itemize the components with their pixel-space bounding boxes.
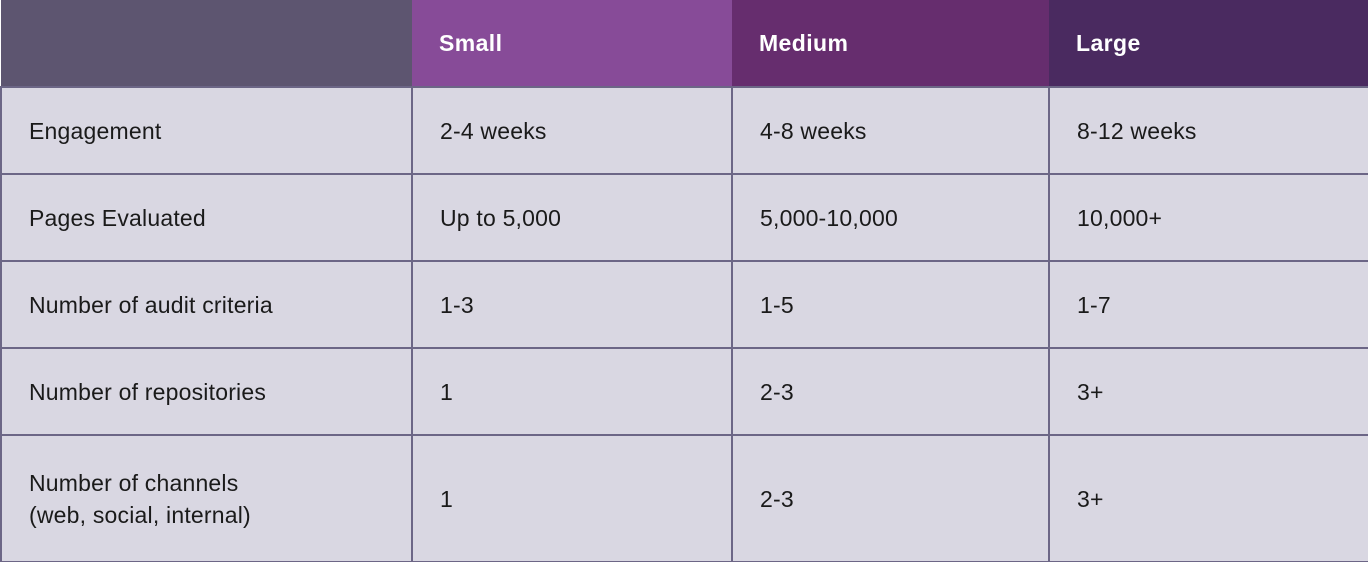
row-label-cell: Pages Evaluated	[0, 173, 413, 262]
table-row-channels: Number of channels (web, social, interna…	[0, 434, 1368, 562]
value-cell-small: 2-4 weeks	[411, 86, 733, 175]
value-cell-large: 1-7	[1048, 260, 1368, 349]
value-cell-medium: 2-3	[731, 434, 1050, 562]
value-cell-medium: 4-8 weeks	[731, 86, 1050, 175]
value-cell-medium: 2-3	[731, 347, 1050, 436]
row-label-cell: Number of audit criteria	[0, 260, 413, 349]
value-cell-large: 10,000+	[1048, 173, 1368, 262]
value-cell-medium: 1-5	[731, 260, 1050, 349]
row-label-cell: Number of channels (web, social, interna…	[0, 434, 413, 562]
table-body: Engagement 2-4 weeks 4-8 weeks 8-12 week…	[0, 86, 1368, 562]
header-cell-medium: Medium	[732, 0, 1049, 87]
table-header: Small Medium Large	[1, 0, 1368, 87]
value-cell-small: 1	[411, 347, 733, 436]
header-row: Small Medium Large	[1, 0, 1368, 87]
value-cell-medium: 5,000-10,000	[731, 173, 1050, 262]
value-cell-large: 3+	[1048, 347, 1368, 436]
value-cell-large: 8-12 weeks	[1048, 86, 1368, 175]
header-cell-empty	[1, 0, 412, 87]
value-cell-small: Up to 5,000	[411, 173, 733, 262]
value-cell-small: 1-3	[411, 260, 733, 349]
row-label-cell: Engagement	[0, 86, 413, 175]
header-cell-large: Large	[1049, 0, 1368, 87]
table-row-audit-criteria: Number of audit criteria 1-3 1-5 1-7	[0, 260, 1368, 349]
row-label-cell: Number of repositories	[0, 347, 413, 436]
header-cell-small: Small	[412, 0, 732, 87]
value-cell-small: 1	[411, 434, 733, 562]
table-row-repositories: Number of repositories 1 2-3 3+	[0, 347, 1368, 436]
table-row-pages-evaluated: Pages Evaluated Up to 5,000 5,000-10,000…	[0, 173, 1368, 262]
table-row-engagement: Engagement 2-4 weeks 4-8 weeks 8-12 week…	[0, 86, 1368, 175]
value-cell-large: 3+	[1048, 434, 1368, 562]
